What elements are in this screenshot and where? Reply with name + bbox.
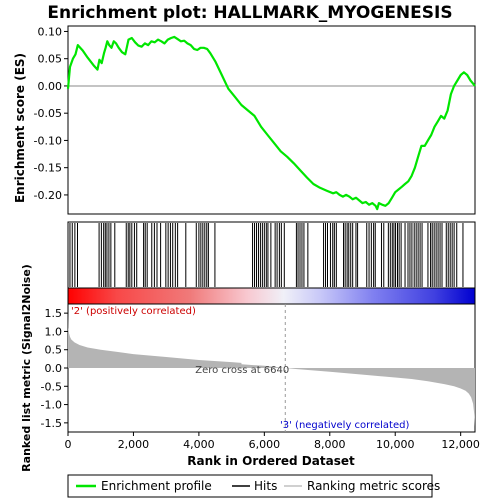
x-tick-label: 8,000 bbox=[314, 438, 346, 451]
es-plot-frame bbox=[67, 25, 476, 215]
metric-y-tick-label: 1.0 bbox=[45, 325, 63, 338]
zero-cross-label: Zero cross at 6640 bbox=[195, 365, 289, 376]
ranking-metric-area bbox=[68, 311, 475, 427]
positive-correlated-label: '2' (positively correlated) bbox=[71, 306, 196, 317]
es-y-tick-label: -0.10 bbox=[34, 134, 62, 147]
metric-y-tick-label: 1.5 bbox=[45, 307, 63, 320]
legend: Enrichment profile Hits Ranking metric s… bbox=[67, 474, 440, 498]
hits-frame bbox=[67, 221, 476, 289]
enrichment-profile-line bbox=[66, 35, 476, 211]
metric-y-axis: 1.5 1.0 0.5 0.0 -0.5 -1.0 -1.5 bbox=[41, 307, 68, 430]
legend-enrichment-label: Enrichment profile bbox=[101, 479, 212, 493]
es-y-tick-label: 0.10 bbox=[38, 25, 63, 38]
x-axis-title: Rank in Ordered Dataset bbox=[187, 454, 355, 468]
es-y-tick-label: 0.00 bbox=[38, 80, 63, 93]
x-tick-label: 4,000 bbox=[183, 438, 215, 451]
hits-group bbox=[69, 223, 464, 287]
metric-y-axis-title: Ranked list metric (Signal2Noise) bbox=[20, 264, 33, 472]
es-y-tick-label: -0.15 bbox=[34, 162, 62, 175]
es-y-tick-label: -0.20 bbox=[34, 189, 62, 202]
x-tick-label: 6,000 bbox=[249, 438, 281, 451]
legend-hits-label: Hits bbox=[254, 479, 277, 493]
x-tick-label: 2,000 bbox=[118, 438, 150, 451]
chart-title: Enrichment plot: HALLMARK_MYOGENESIS bbox=[47, 3, 452, 23]
legend-metric-label: Ranking metric scores bbox=[307, 479, 440, 493]
metric-y-tick-label: -1.5 bbox=[41, 417, 62, 430]
x-tick-label: 12,000 bbox=[441, 438, 480, 451]
metric-y-tick-label: -1.0 bbox=[41, 399, 62, 412]
es-y-axis: 0.10 0.05 0.00 -0.05 -0.10 -0.15 -0.20 bbox=[34, 25, 68, 202]
es-y-axis-title: Enrichment score (ES) bbox=[13, 53, 27, 203]
metric-y-tick-label: 0.0 bbox=[45, 362, 63, 375]
negative-correlated-label: '3' (negatively correlated) bbox=[280, 420, 409, 431]
es-y-tick-label: 0.05 bbox=[38, 53, 63, 66]
ranking-metric-group bbox=[68, 311, 475, 427]
es-y-tick-label: -0.05 bbox=[34, 107, 62, 120]
rank-color-bar bbox=[67, 287, 476, 305]
metric-y-tick-label: 0.5 bbox=[45, 344, 63, 357]
enrichment-profile-group bbox=[66, 35, 476, 211]
x-tick-label: 0 bbox=[65, 438, 72, 451]
metric-y-tick-label: -0.5 bbox=[41, 380, 62, 393]
x-tick-label: 10,000 bbox=[376, 438, 415, 451]
metric-x-axis: 0 2,000 4,000 6,000 8,000 10,000 12,000 bbox=[65, 432, 480, 451]
